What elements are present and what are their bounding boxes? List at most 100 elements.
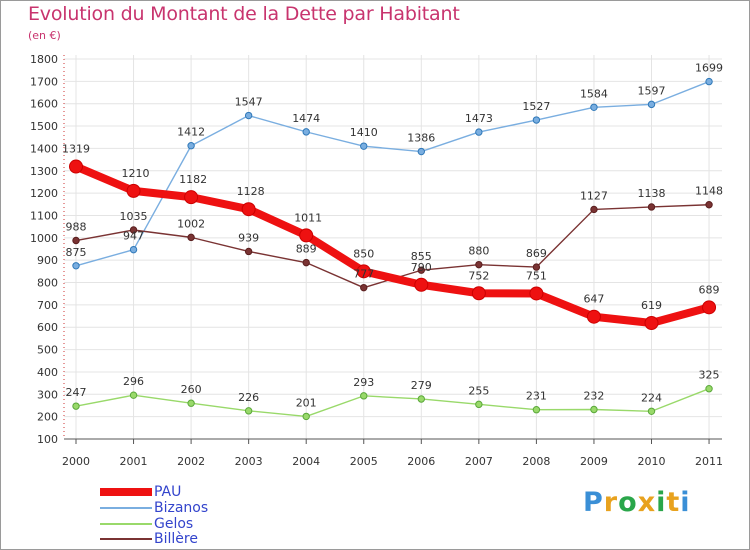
data-point-pau [529,286,544,301]
y-tick-label: 1100 [30,209,58,222]
data-label-billre: 880 [468,245,489,258]
logo-letter: i [680,487,691,518]
data-label-gelos: 260 [181,383,202,396]
data-label-bizanos: 947 [123,230,144,243]
data-point-pau [184,190,199,205]
x-tick-label: 2004 [292,455,320,468]
data-label-bizanos: 1410 [350,126,378,139]
y-tick-label: 1300 [30,165,58,178]
series-layer [69,77,717,421]
data-point-gelos [475,400,483,409]
legend-item-pau: PAU [100,483,182,500]
x-axis-ticks: 2000 2001 2002 2003 2004 2005 2006 2007 2008 2009… [62,455,723,468]
data-point-billre [360,283,368,292]
proxiti-logo: Proxiti [583,487,691,518]
logo-letter: t [666,487,681,518]
legend-label-pau: PAU [154,483,182,500]
x-tick-label: 2007 [465,455,493,468]
y-tick-label: 1500 [30,120,58,133]
data-label-gelos: 255 [468,384,489,397]
data-label-pau: 850 [353,247,374,260]
data-label-billre: 777 [353,268,374,281]
data-label-billre: 855 [411,250,432,263]
data-label-bizanos: 875 [66,246,87,259]
y-tick-label: 500 [37,344,58,357]
legend-swatch-pau [100,487,152,496]
data-label-gelos: 247 [66,386,87,399]
logo-letter: x [637,487,657,518]
y-tick-label: 1200 [30,187,58,200]
data-point-bizanos [647,100,656,109]
data-label-billre: 869 [526,247,547,260]
y-tick-label: 1800 [30,53,58,66]
data-label-gelos: 231 [526,390,547,403]
data-label-pau: 1128 [237,185,265,198]
data-point-billre [129,226,138,234]
data-point-pau [644,315,659,330]
data-point-gelos [590,405,598,414]
x-tick-label: 2005 [350,455,378,468]
x-tick-label: 2006 [407,455,435,468]
y-tick-label: 1600 [30,98,58,111]
data-point-bizanos [72,262,80,270]
data-label-bizanos: 1527 [522,100,550,113]
data-label-pau: 790 [411,261,432,274]
logo-letter: o [618,487,638,518]
data-label-bizanos: 1473 [465,112,493,125]
data-label-pau: 1210 [122,167,150,180]
chart-title: Evolution du Montant de la Dette par Hab… [28,3,460,25]
data-point-billre [532,263,541,271]
x-tick-label: 2000 [62,455,90,468]
logo-letter: r [603,487,619,518]
data-label-pau: 689 [699,283,720,296]
series-line-gelos [75,388,710,418]
y-tick-label: 1400 [30,142,58,155]
y-tick-label: 1000 [30,232,58,245]
data-point-gelos [72,402,80,410]
data-point-gelos [244,407,253,415]
y-tick-label: 200 [37,411,58,424]
y-tick-label: 900 [37,254,58,267]
data-point-bizanos [532,116,541,124]
data-point-bizanos [475,128,483,136]
data-point-gelos [302,412,310,421]
data-label-billre: 1127 [580,189,608,202]
data-point-bizanos [302,128,310,136]
data-point-gelos [187,399,195,407]
data-point-pau [586,309,601,324]
data-label-bizanos: 1699 [695,62,723,75]
axes [63,55,722,444]
x-tick-label: 2009 [580,455,608,468]
data-label-pau: 1319 [62,143,90,156]
data-label-billre: 988 [66,221,87,234]
data-point-gelos [647,407,656,415]
data-point-pau [414,277,429,292]
data-label-gelos: 201 [296,396,317,409]
data-label-pau: 619 [641,299,662,312]
logo-letter: i [656,487,667,518]
series-line-pau [72,162,714,327]
y-tick-label: 1700 [30,75,58,88]
data-label-pau: 752 [468,269,489,282]
data-point-gelos [129,391,138,399]
data-label-billre: 889 [296,243,317,256]
data-label-gelos: 226 [238,391,259,404]
data-label-gelos: 224 [641,391,662,404]
x-tick-label: 2002 [177,455,205,468]
data-point-gelos [360,392,368,400]
data-point-pau [299,228,314,243]
data-point-billre [187,233,195,242]
data-point-gelos [532,406,541,414]
data-point-billre [302,258,310,267]
legend-label-gelos: Gelos [154,515,194,532]
data-point-billre [244,247,253,256]
data-point-billre [705,201,713,209]
data-point-gelos [705,385,713,393]
data-label-bizanos: 1597 [638,84,666,97]
data-point-pau [356,264,371,279]
data-point-bizanos [187,142,195,150]
data-label-gelos: 279 [411,379,432,392]
legend-label-billre: Billère [154,530,198,547]
y-tick-label: 700 [37,299,58,312]
